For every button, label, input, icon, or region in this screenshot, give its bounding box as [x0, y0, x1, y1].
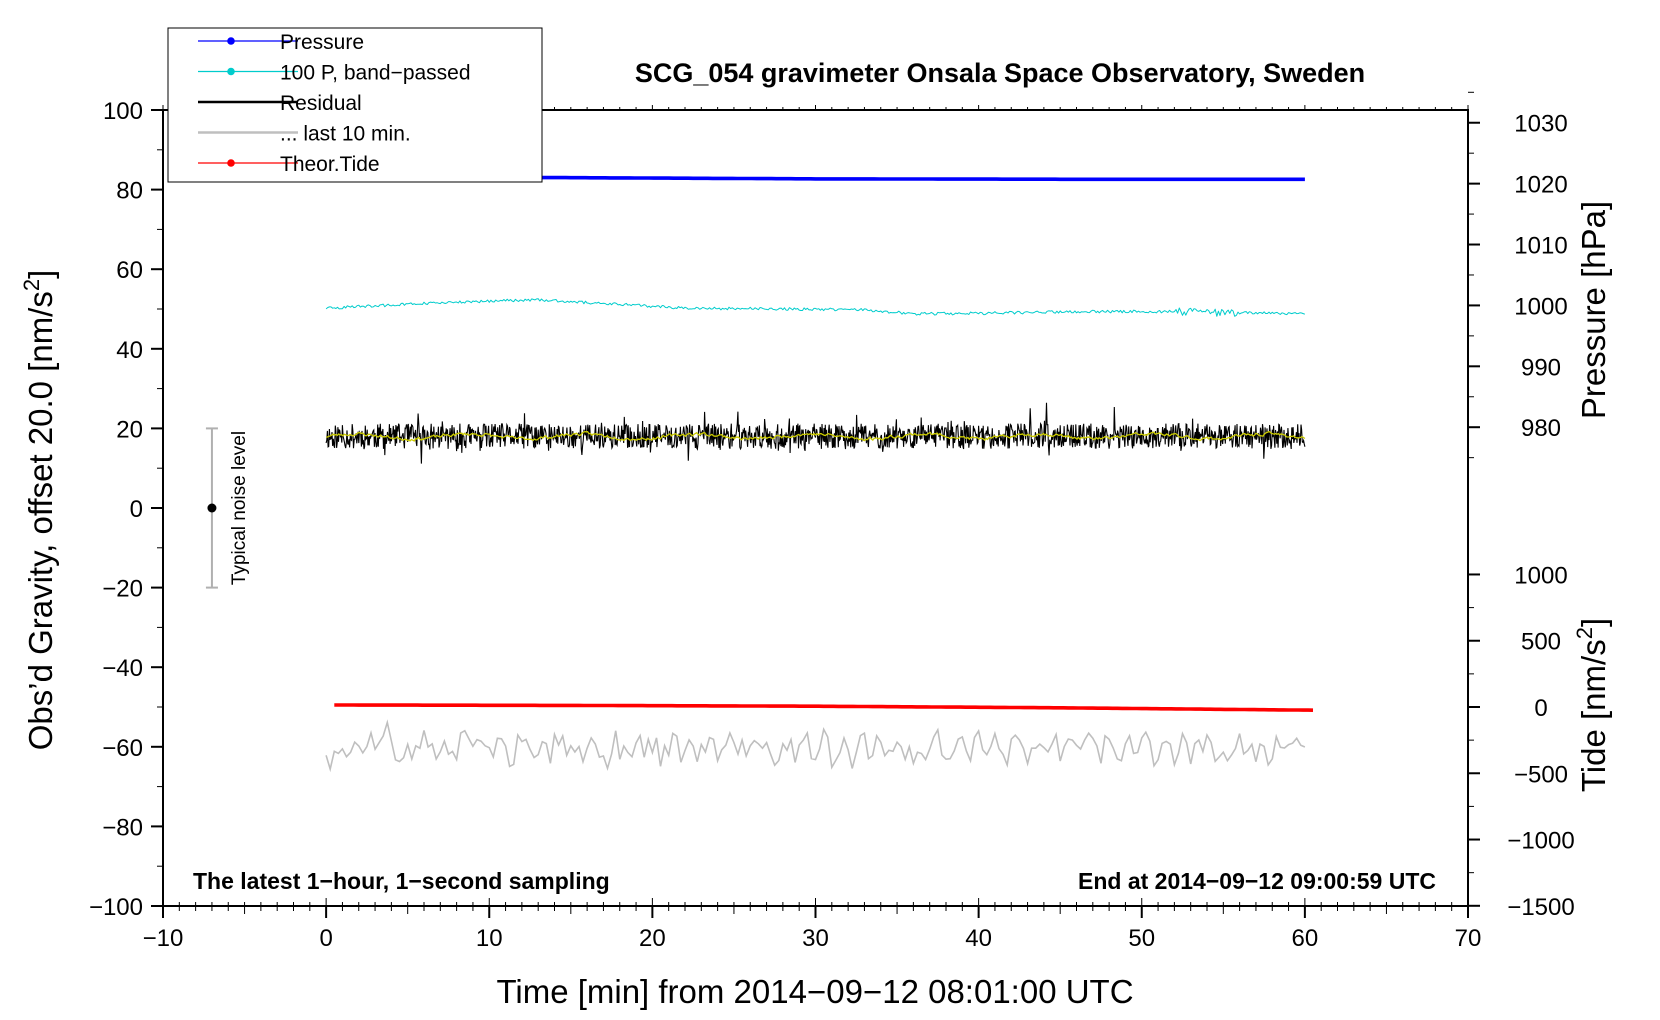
pressure-tick-label: 1030 [1514, 111, 1567, 138]
plot-frame [162, 109, 1469, 907]
tide-tick-label: −1500 [1507, 894, 1574, 921]
tide-tick-label: −1000 [1507, 828, 1574, 855]
y-axis-title-left-main: Obs’d Gravity, offset 20.0 [nm/s [22, 291, 59, 750]
noise-level-label: Typical noise level [229, 431, 250, 585]
x-tick-label: 0 [319, 925, 332, 952]
y-tick-label: 80 [116, 178, 143, 205]
annotation-end-time: End at 2014−09−12 09:00:59 UTC [1078, 868, 1436, 894]
y-axis-title-left-end: ] [22, 270, 59, 279]
pressure-tick-label: 990 [1521, 354, 1561, 381]
y-tick-label: 100 [103, 98, 143, 125]
y-axis-title-tide: Tide [nm/s2] [1572, 618, 1612, 792]
legend-label-residual: Residual [280, 92, 362, 115]
y-axis-title-left: Obs’d Gravity, offset 20.0 [nm/s2] [19, 270, 59, 751]
pressure-tick-label: 1010 [1514, 233, 1567, 260]
legend-marker-100-p-band-passed [227, 67, 235, 76]
x-tick-label: 40 [965, 925, 992, 952]
y-axis-title-left-sup: 2 [19, 279, 44, 291]
x-tick-label: 10 [476, 925, 503, 952]
tide-tick-label: 0 [1534, 695, 1547, 722]
y-tick-label: −40 [102, 655, 143, 682]
pressure-tick-label: 980 [1521, 415, 1561, 442]
series-line-100-p-band-passed [325, 298, 1306, 317]
y-tick-label: 0 [130, 496, 143, 523]
x-axis-title: Time [min] from 2014−09−12 08:01:00 UTC [496, 973, 1133, 1010]
legend-label-pressure: Pressure [280, 31, 364, 54]
y-axis-title-tide-end: ] [1575, 618, 1612, 627]
series-line-theor-tide [334, 703, 1314, 712]
chart-title: SCG_054 gravimeter Onsala Space Observat… [635, 58, 1365, 88]
x-tick-label: 50 [1128, 925, 1155, 952]
y-axis-title-tide-main: Tide [nm/s [1575, 639, 1612, 792]
x-tick-label: 20 [639, 925, 666, 952]
legend-marker-pressure [227, 37, 235, 45]
tide-tick-label: 1000 [1514, 562, 1567, 589]
text-layer: SCG_054 gravimeter Onsala Space Observat… [19, 58, 1612, 1010]
y-tick-label: 60 [116, 257, 143, 284]
series-layer [205, 175, 1314, 773]
y-tick-label: −60 [102, 735, 143, 762]
x-tick-label: 60 [1292, 925, 1319, 952]
x-tick-label: 30 [802, 925, 829, 952]
legend-label-last-10-min: ... last 10 min. [280, 123, 411, 146]
axes-layer: −10 0 10 20 30 40 50 60 70−100−80−60−40−20020406… [89, 91, 1575, 952]
y-tick-label: −20 [102, 576, 143, 603]
pressure-tick-label: 1020 [1514, 172, 1567, 199]
y-tick-label: −100 [89, 894, 143, 921]
legend-box [167, 27, 543, 183]
series-line-residual-smoothed [326, 431, 1306, 442]
annotation-sampling: The latest 1−hour, 1−second sampling [193, 868, 610, 894]
y-tick-label: 40 [116, 337, 143, 364]
series-line-residual [325, 402, 1306, 464]
y-axis-title-tide-sup: 2 [1572, 627, 1597, 639]
tide-tick-label: 500 [1521, 629, 1561, 656]
y-tick-label: 20 [116, 416, 143, 443]
legend: Pressure 100 P, band−passed Residual ... la… [167, 27, 543, 183]
legend-marker-theor-tide [227, 159, 235, 167]
pressure-tick-label: 1000 [1514, 293, 1567, 320]
noise-center-dot [207, 503, 217, 513]
legend-label-theor-tide: Theor.Tide [280, 153, 380, 176]
y-tick-label: −80 [102, 814, 143, 841]
x-tick-label: −10 [143, 925, 184, 952]
series-line-last-10-min [325, 719, 1306, 773]
tide-tick-label: −500 [1514, 761, 1568, 788]
legend-label-100-p-band-passed: 100 P, band−passed [280, 62, 471, 85]
x-tick-label: 70 [1455, 925, 1482, 952]
y-axis-title-pressure: Pressure [hPa] [1575, 201, 1612, 419]
